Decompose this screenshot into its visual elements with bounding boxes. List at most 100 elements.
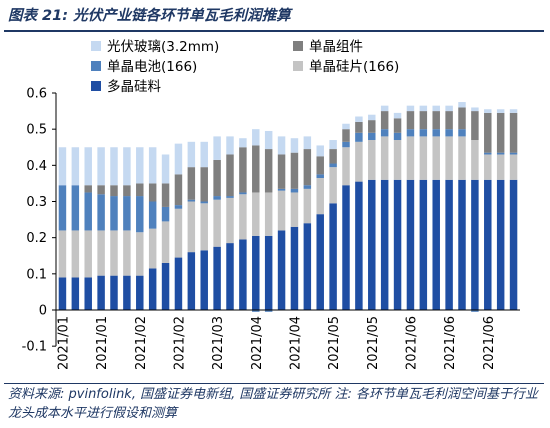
bar-segment bbox=[406, 111, 415, 130]
bar-segment bbox=[252, 235, 260, 310]
bar-segment bbox=[110, 196, 118, 231]
bar-segment bbox=[380, 105, 389, 112]
legend-swatch bbox=[91, 81, 101, 91]
bar-segment bbox=[174, 174, 183, 206]
bar-segment bbox=[71, 277, 80, 310]
bar-segment bbox=[58, 230, 67, 278]
bar-segment bbox=[458, 107, 466, 130]
legend-label: 光伏玻璃(3.2mm) bbox=[107, 38, 219, 55]
bar-segment bbox=[58, 147, 67, 186]
bar-segment bbox=[277, 230, 286, 310]
bar-segment bbox=[97, 194, 105, 231]
bar-segment bbox=[419, 136, 428, 180]
bar-segment bbox=[484, 112, 492, 153]
bar-segment bbox=[252, 145, 260, 193]
bar-segment bbox=[226, 154, 234, 197]
bar-segment bbox=[252, 129, 260, 146]
bar-segment bbox=[329, 140, 337, 150]
bar-segment bbox=[290, 226, 299, 310]
bar-segment bbox=[342, 141, 350, 148]
bar-segment bbox=[368, 140, 376, 180]
bar-segment bbox=[161, 183, 170, 207]
bar-segment bbox=[200, 250, 208, 310]
bar-segment bbox=[445, 129, 453, 137]
y-tick-label: 0.6 bbox=[26, 87, 47, 102]
bar-segment bbox=[484, 152, 492, 155]
bar-segment bbox=[329, 203, 337, 310]
bar-segment bbox=[123, 185, 131, 197]
bar-segment bbox=[84, 230, 92, 278]
legend-label: 单晶硅片(166) bbox=[309, 59, 399, 75]
bar-segment bbox=[445, 105, 453, 112]
bar-segment bbox=[123, 275, 131, 310]
bar-segment bbox=[419, 129, 428, 137]
bar-segment bbox=[432, 179, 440, 310]
bar-segment bbox=[393, 118, 402, 133]
bar-segment bbox=[187, 167, 196, 200]
bar-segment bbox=[432, 111, 440, 130]
y-tick-label: 0.2 bbox=[26, 231, 47, 246]
bar-segment bbox=[187, 199, 196, 202]
bar-segment bbox=[239, 138, 247, 148]
bar-segment bbox=[342, 123, 350, 130]
x-tick-label: 2021/02 bbox=[134, 316, 149, 370]
bar-segment bbox=[471, 179, 479, 310]
bar-segment bbox=[355, 141, 363, 182]
bar-segment bbox=[406, 179, 415, 310]
bar-segment bbox=[458, 136, 466, 180]
bar-segment bbox=[380, 129, 389, 137]
bar-segment bbox=[329, 149, 337, 164]
bar-segment bbox=[252, 310, 260, 312]
bar-segment bbox=[432, 105, 440, 112]
bar-segment bbox=[264, 310, 273, 312]
x-tick-label: 2021/03 bbox=[211, 316, 226, 370]
bar-segment bbox=[123, 230, 131, 276]
bar-segment bbox=[71, 147, 80, 186]
bar-segment bbox=[342, 185, 350, 310]
bar-segment bbox=[471, 111, 479, 141]
bar-segment bbox=[264, 130, 273, 150]
legend-swatch bbox=[293, 41, 303, 51]
bar-segment bbox=[84, 277, 92, 310]
bar-segment bbox=[200, 203, 208, 251]
bar-segment bbox=[264, 149, 273, 193]
bar-segment bbox=[136, 232, 144, 276]
bar-segment bbox=[239, 192, 247, 195]
bar-segment bbox=[393, 140, 402, 180]
bar-segment bbox=[484, 109, 492, 113]
bar-segment bbox=[368, 132, 376, 141]
bar-segment bbox=[509, 152, 518, 155]
bar-segment bbox=[226, 197, 234, 244]
bars bbox=[58, 102, 518, 312]
bar-segment bbox=[71, 230, 80, 278]
legend-label: 单晶电池(166) bbox=[107, 59, 197, 75]
bar-segment bbox=[226, 243, 234, 310]
bar-segment bbox=[496, 179, 505, 310]
bar-segment bbox=[264, 235, 273, 310]
bar-segment bbox=[355, 121, 363, 133]
bar-segment bbox=[187, 141, 196, 168]
bar-segment bbox=[471, 310, 479, 312]
bar-segment bbox=[342, 147, 350, 186]
bar-segment bbox=[303, 223, 312, 310]
bar-segment bbox=[84, 185, 92, 193]
bar-segment bbox=[484, 179, 492, 310]
bar-segment bbox=[329, 163, 337, 168]
bar-segment bbox=[58, 185, 67, 231]
bar-segment bbox=[393, 132, 402, 141]
legend-swatch bbox=[293, 61, 303, 71]
bar-segment bbox=[496, 109, 505, 113]
bar-segment bbox=[316, 156, 324, 175]
bar-segment bbox=[368, 120, 376, 133]
bar-segment bbox=[277, 190, 286, 231]
bar-segment bbox=[355, 116, 363, 122]
bar-segment bbox=[110, 147, 118, 186]
bar-segment bbox=[496, 152, 505, 155]
x-tick-label: 2021/05 bbox=[327, 316, 342, 370]
bar-segment bbox=[213, 199, 221, 247]
bar-segment bbox=[303, 136, 312, 150]
bar-segment bbox=[71, 185, 80, 231]
x-tick-label: 2021/06 bbox=[404, 316, 419, 370]
